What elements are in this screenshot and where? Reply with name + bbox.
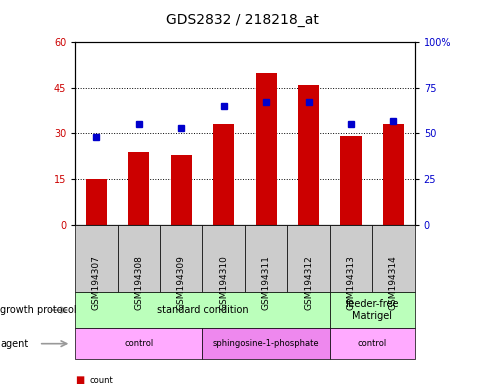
Bar — [86, 179, 107, 225]
Text: GDS2832 / 218218_at: GDS2832 / 218218_at — [166, 13, 318, 27]
Bar — [212, 124, 234, 225]
Text: control: control — [357, 339, 386, 348]
Bar — [382, 124, 403, 225]
Text: GSM194313: GSM194313 — [346, 255, 355, 310]
Text: GSM194310: GSM194310 — [219, 255, 228, 310]
Text: feeder-free
Matrigel: feeder-free Matrigel — [345, 299, 398, 321]
Text: GSM194314: GSM194314 — [388, 255, 397, 310]
Bar — [128, 152, 149, 225]
Bar — [340, 136, 361, 225]
Text: growth protocol: growth protocol — [0, 305, 76, 315]
Text: agent: agent — [0, 339, 28, 349]
Text: GSM194308: GSM194308 — [134, 255, 143, 310]
Bar — [170, 155, 192, 225]
Text: sphingosine-1-phosphate: sphingosine-1-phosphate — [212, 339, 319, 348]
Text: ■: ■ — [75, 375, 84, 384]
Text: GSM194309: GSM194309 — [176, 255, 185, 310]
Text: GSM194312: GSM194312 — [303, 255, 313, 310]
Bar — [297, 85, 318, 225]
Text: count: count — [90, 376, 113, 384]
Text: standard condition: standard condition — [156, 305, 248, 315]
Text: control: control — [124, 339, 153, 348]
Text: GSM194311: GSM194311 — [261, 255, 270, 310]
Bar — [255, 73, 276, 225]
Text: GSM194307: GSM194307 — [91, 255, 101, 310]
